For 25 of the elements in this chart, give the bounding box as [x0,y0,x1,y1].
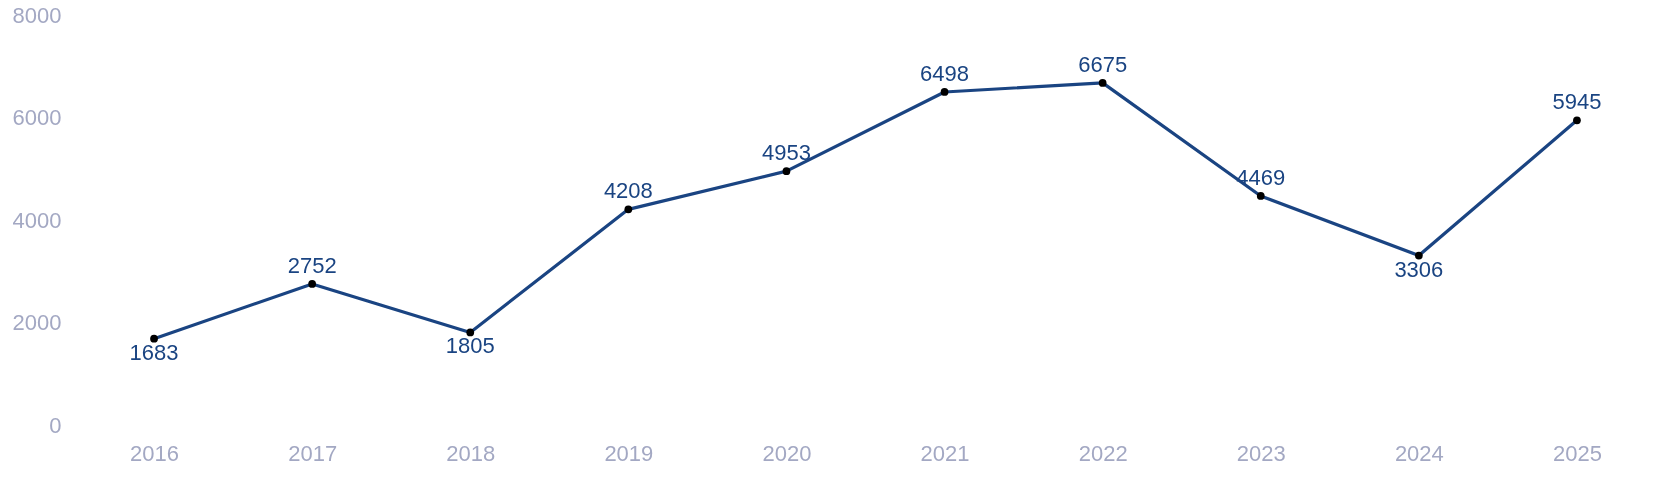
x-tick-label: 2018 [446,440,496,466]
y-tick-label: 6000 [12,105,62,130]
data-label: 3306 [1394,256,1444,282]
data-label: 1805 [445,333,495,359]
data-label: 4208 [603,178,653,204]
y-tick-label: 0 [49,412,62,438]
y-tick-label: 2000 [12,310,62,335]
x-tick-label: 2016 [130,440,180,466]
y-tick-label: 8000 [12,2,62,28]
data-label: 6675 [1078,51,1128,77]
data-label: 6498 [920,60,970,86]
data-label: 1683 [129,339,179,365]
x-tick-label: 2020 [762,440,812,466]
data-label: 4469 [1236,164,1286,190]
x-tick-label: 2025 [1552,440,1602,466]
data-label: 4953 [761,140,811,166]
data-label: 5945 [1552,89,1602,115]
x-tick-label: 2017 [288,440,338,466]
x-tick-label: 2022 [1078,440,1128,466]
data-label: 2752 [287,252,337,278]
x-tick-label: 2019 [604,440,654,466]
y-tick-label: 4000 [12,207,62,233]
x-tick-label: 2024 [1394,440,1444,466]
x-tick-label: 2023 [1236,440,1286,466]
x-tick-label: 2021 [920,440,970,466]
